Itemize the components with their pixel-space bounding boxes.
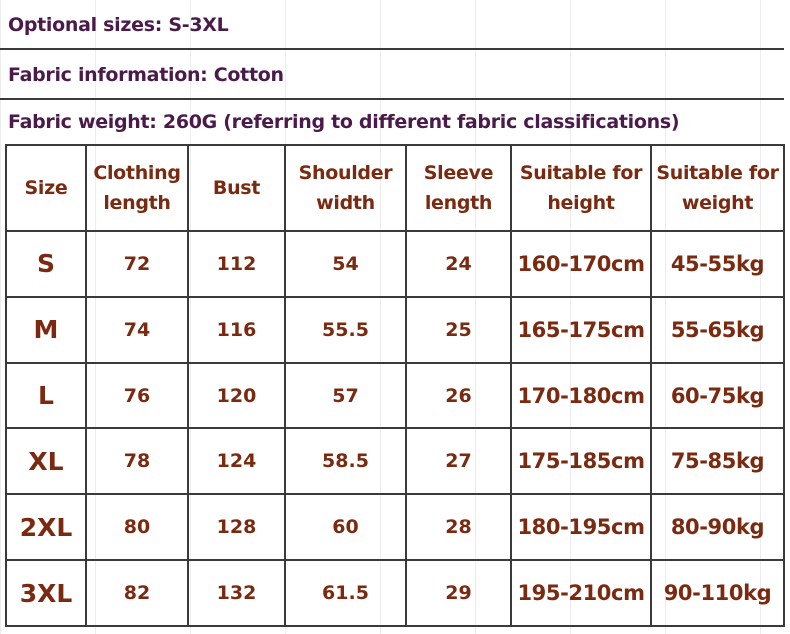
weight-cell: 45-55kg bbox=[650, 230, 785, 298]
size-cell: S bbox=[5, 230, 87, 298]
table-row: XL 78 124 58.5 27 175-185cm 75-85kg bbox=[5, 427, 785, 496]
table-row: L 76 120 57 26 170-180cm 60-75kg bbox=[5, 361, 785, 430]
header-clothing-length: Clothing length bbox=[85, 144, 189, 232]
height-cell: 170-180cm bbox=[510, 361, 652, 430]
clothing-length-cell: 78 bbox=[85, 427, 189, 496]
table-row: S 72 112 54 24 160-170cm 45-55kg bbox=[5, 230, 785, 298]
shoulder-width-cell: 55.5 bbox=[284, 295, 407, 364]
size-cell: XL bbox=[5, 427, 87, 496]
clothing-length-cell: 76 bbox=[85, 361, 189, 430]
header-sleeve-length: Sleeve length bbox=[405, 144, 512, 232]
fabric-weight-line: Fabric weight: 260G (referring to differ… bbox=[8, 111, 680, 133]
header-suitable-weight: Suitable for weight bbox=[650, 144, 785, 232]
weight-cell: 75-85kg bbox=[650, 427, 785, 496]
shoulder-width-cell: 60 bbox=[284, 493, 407, 562]
header-shoulder-width: Shoulder width bbox=[284, 144, 407, 232]
size-chart-table: Size Clothing length Bust Shoulder width… bbox=[5, 144, 785, 627]
height-cell: 195-210cm bbox=[510, 559, 652, 627]
sleeve-length-cell: 25 bbox=[405, 295, 512, 364]
fabric-information-line: Fabric information: Cotton bbox=[0, 52, 784, 100]
table-row: 3XL 82 132 61.5 29 195-210cm 90-110kg bbox=[5, 559, 785, 627]
bust-cell: 124 bbox=[187, 427, 286, 496]
weight-cell: 60-75kg bbox=[650, 361, 785, 430]
weight-cell: 90-110kg bbox=[650, 559, 785, 627]
bust-cell: 116 bbox=[187, 295, 286, 364]
height-cell: 180-195cm bbox=[510, 493, 652, 562]
height-cell: 175-185cm bbox=[510, 427, 652, 496]
size-cell: M bbox=[5, 295, 87, 364]
bust-cell: 128 bbox=[187, 493, 286, 562]
optional-sizes-line: Optional sizes: S-3XL bbox=[0, 2, 784, 50]
size-cell: L bbox=[5, 361, 87, 430]
header-bust: Bust bbox=[187, 144, 286, 232]
sleeve-length-cell: 26 bbox=[405, 361, 512, 430]
clothing-length-cell: 74 bbox=[85, 295, 189, 364]
sleeve-length-cell: 29 bbox=[405, 559, 512, 627]
weight-cell: 80-90kg bbox=[650, 493, 785, 562]
clothing-length-cell: 80 bbox=[85, 493, 189, 562]
table-row: M 74 116 55.5 25 165-175cm 55-65kg bbox=[5, 295, 785, 364]
header-suitable-height: Suitable for height bbox=[510, 144, 652, 232]
bust-cell: 132 bbox=[187, 559, 286, 627]
clothing-length-cell: 72 bbox=[85, 230, 189, 298]
table-row: 2XL 80 128 60 28 180-195cm 80-90kg bbox=[5, 493, 785, 562]
height-cell: 165-175cm bbox=[510, 295, 652, 364]
bust-cell: 112 bbox=[187, 230, 286, 298]
bust-cell: 120 bbox=[187, 361, 286, 430]
shoulder-width-cell: 61.5 bbox=[284, 559, 407, 627]
size-cell: 2XL bbox=[5, 493, 87, 562]
weight-cell: 55-65kg bbox=[650, 295, 785, 364]
sleeve-length-cell: 28 bbox=[405, 493, 512, 562]
sleeve-length-cell: 27 bbox=[405, 427, 512, 496]
header-size: Size bbox=[5, 144, 87, 232]
shoulder-width-cell: 58.5 bbox=[284, 427, 407, 496]
height-cell: 160-170cm bbox=[510, 230, 652, 298]
shoulder-width-cell: 57 bbox=[284, 361, 407, 430]
clothing-length-cell: 82 bbox=[85, 559, 189, 627]
sleeve-length-cell: 24 bbox=[405, 230, 512, 298]
shoulder-width-cell: 54 bbox=[284, 230, 407, 298]
size-cell: 3XL bbox=[5, 559, 87, 627]
table-header-row: Size Clothing length Bust Shoulder width… bbox=[5, 144, 785, 232]
